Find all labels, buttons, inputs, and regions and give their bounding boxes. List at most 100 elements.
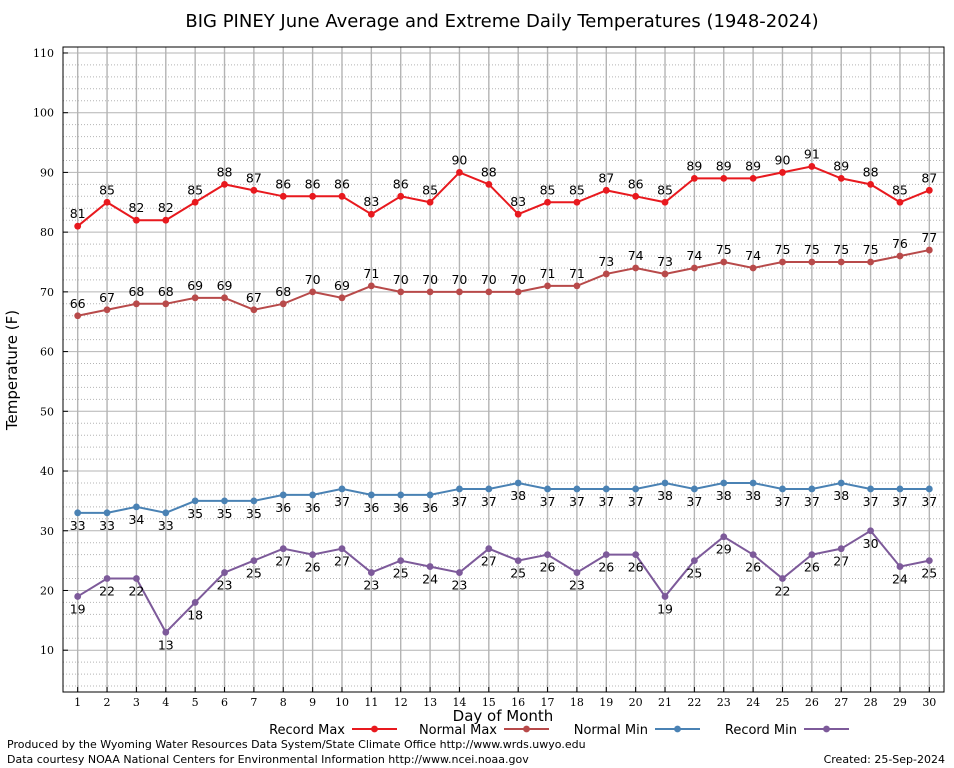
data-label: 37 (804, 494, 820, 509)
x-tick-label: 26 (805, 696, 819, 709)
y-tick-label: 50 (40, 405, 54, 418)
data-point (808, 163, 816, 170)
x-tick-label: 28 (864, 696, 878, 709)
footer-produced-by: Produced by the Wyoming Water Resources … (7, 738, 586, 751)
data-label: 71 (363, 266, 379, 281)
y-tick-label: 110 (33, 47, 54, 60)
data-point (456, 169, 463, 176)
data-point (837, 258, 845, 266)
data-label: 34 (128, 512, 144, 527)
data-label: 69 (334, 278, 350, 293)
data-label: 37 (451, 494, 467, 509)
data-label: 37 (569, 494, 585, 509)
data-point (103, 306, 111, 314)
data-label: 69 (217, 278, 233, 293)
data-label: 35 (187, 506, 203, 521)
series-normal-max: 66 67 68 68 69 69 67 68 70 69 71 70 70 70 70 70 71 71 73 74… (70, 230, 937, 320)
x-tick-label: 25 (775, 696, 789, 709)
x-tick-label: 18 (570, 696, 584, 709)
x-tick-label: 9 (309, 696, 316, 709)
data-label: 75 (775, 242, 791, 257)
data-point (808, 551, 816, 559)
data-point (632, 551, 640, 559)
data-point (867, 485, 874, 493)
data-point (74, 312, 82, 320)
data-point (779, 169, 786, 176)
legend-item: Record Max (269, 723, 397, 738)
data-point (485, 485, 493, 493)
data-label: 73 (598, 254, 614, 269)
data-label: 35 (217, 506, 233, 521)
data-label: 36 (422, 500, 438, 515)
data-point (896, 485, 904, 493)
data-point (191, 497, 199, 505)
data-label: 70 (393, 272, 409, 287)
data-point (749, 551, 757, 559)
data-label: 85 (422, 182, 438, 197)
x-tick-label: 6 (221, 696, 228, 709)
y-axis-ticks: 10 20 30 40 50 60 70 80 90 100 110 (33, 47, 68, 657)
y-tick-label: 20 (40, 584, 54, 597)
data-point (367, 491, 375, 499)
data-point (338, 485, 346, 493)
data-point (397, 491, 405, 499)
data-point (661, 198, 669, 206)
x-tick-label: 2 (104, 696, 111, 709)
data-point (426, 491, 434, 499)
data-point (837, 479, 845, 487)
data-label: 25 (510, 566, 526, 581)
legend-label: Record Min (725, 723, 797, 738)
series-line (77, 481, 930, 514)
data-point (133, 300, 140, 308)
data-label: 89 (716, 158, 732, 173)
data-label: 86 (334, 176, 350, 191)
data-point (250, 306, 258, 314)
data-label: 68 (158, 284, 174, 299)
data-point (925, 485, 933, 493)
data-point (514, 288, 522, 296)
x-tick-label: 14 (452, 696, 466, 709)
data-point (191, 599, 199, 606)
data-label: 86 (275, 176, 291, 191)
data-point (602, 551, 610, 559)
data-label: 89 (833, 158, 849, 173)
chart-title: BIG PINEY June Average and Extreme Daily… (185, 11, 818, 32)
data-label: 13 (158, 637, 174, 652)
data-point (250, 557, 258, 565)
data-point (426, 563, 434, 570)
x-tick-label: 20 (629, 696, 643, 709)
data-label: 74 (686, 248, 702, 263)
data-label: 81 (70, 206, 86, 221)
data-label: 27 (275, 554, 291, 569)
data-point (514, 210, 522, 218)
data-point (690, 485, 698, 493)
x-tick-label: 11 (364, 696, 378, 709)
data-point (602, 485, 610, 493)
data-label: 27 (334, 554, 350, 569)
data-point (925, 557, 933, 565)
legend-item: Record Min (725, 723, 849, 738)
data-label: 37 (598, 494, 614, 509)
legend-label: Record Max (269, 723, 345, 738)
data-point (661, 270, 669, 278)
data-label: 86 (628, 176, 644, 191)
data-label: 25 (246, 566, 262, 581)
y-tick-label: 100 (33, 107, 54, 120)
data-label: 25 (686, 566, 702, 581)
data-point (338, 192, 346, 200)
x-tick-label: 10 (335, 696, 349, 709)
legend-label: Normal Min (574, 723, 648, 738)
data-label: 19 (70, 601, 86, 616)
data-point (779, 575, 786, 582)
legend-swatch-marker (523, 725, 530, 733)
data-label: 33 (158, 518, 174, 533)
data-label: 86 (305, 176, 321, 191)
data-label: 91 (804, 146, 820, 161)
data-label: 37 (481, 494, 497, 509)
x-tick-label: 22 (687, 696, 701, 709)
y-tick-label: 90 (40, 166, 54, 179)
data-label: 83 (363, 194, 379, 209)
data-label: 70 (305, 272, 321, 287)
